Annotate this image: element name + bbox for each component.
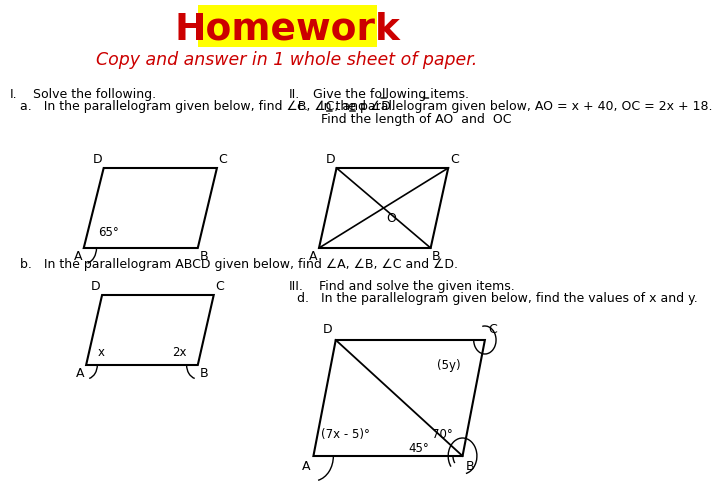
Text: A: A bbox=[73, 250, 82, 263]
Text: a.   In the parallelogram given below, find ∠B, ∠C, and ∠D.: a. In the parallelogram given below, fin… bbox=[20, 100, 395, 113]
Text: C: C bbox=[215, 280, 224, 293]
Text: d.   In the parallelogram given below, find the values of x and y.: d. In the parallelogram given below, fin… bbox=[297, 292, 698, 305]
Text: c.   In the parallelogram given below, AO = x + 40, OC = 2x + 18.: c. In the parallelogram given below, AO … bbox=[297, 100, 712, 113]
Text: D: D bbox=[92, 153, 102, 166]
Text: B: B bbox=[199, 250, 208, 263]
Text: Copy and answer in 1 whole sheet of paper.: Copy and answer in 1 whole sheet of pape… bbox=[96, 51, 478, 69]
Text: I.: I. bbox=[9, 88, 17, 101]
Text: B: B bbox=[432, 250, 441, 263]
Text: 65°: 65° bbox=[98, 225, 119, 239]
Text: C: C bbox=[450, 153, 459, 166]
Text: B: B bbox=[199, 367, 208, 380]
Text: Give the following items.: Give the following items. bbox=[312, 88, 469, 101]
Text: II.: II. bbox=[289, 88, 300, 101]
Text: 70°: 70° bbox=[432, 427, 453, 441]
Text: Homework: Homework bbox=[174, 12, 400, 48]
Text: D: D bbox=[325, 153, 335, 166]
Text: A: A bbox=[302, 460, 310, 473]
FancyBboxPatch shape bbox=[198, 5, 377, 47]
Text: D: D bbox=[323, 323, 333, 336]
Text: Solve the following.: Solve the following. bbox=[34, 88, 157, 101]
Text: b.   In the parallelogram ABCD given below, find ∠A, ∠B, ∠C and ∠D.: b. In the parallelogram ABCD given below… bbox=[20, 258, 458, 271]
Text: Find the length of AO  and  OC: Find the length of AO and OC bbox=[297, 113, 511, 126]
Text: III.: III. bbox=[289, 280, 304, 293]
Text: O: O bbox=[386, 212, 396, 225]
Text: (7x - 5)°: (7x - 5)° bbox=[321, 428, 370, 441]
Text: x: x bbox=[97, 346, 104, 360]
Text: 2x: 2x bbox=[172, 346, 186, 360]
Text: D: D bbox=[91, 280, 101, 293]
Text: Find and solve the given items.: Find and solve the given items. bbox=[319, 280, 515, 293]
Text: B: B bbox=[466, 460, 474, 473]
Text: C: C bbox=[218, 153, 228, 166]
Text: 45°: 45° bbox=[408, 442, 429, 454]
Text: A: A bbox=[309, 250, 318, 263]
Text: A: A bbox=[76, 367, 84, 380]
Text: (5y): (5y) bbox=[437, 359, 461, 371]
Text: C: C bbox=[488, 323, 497, 336]
